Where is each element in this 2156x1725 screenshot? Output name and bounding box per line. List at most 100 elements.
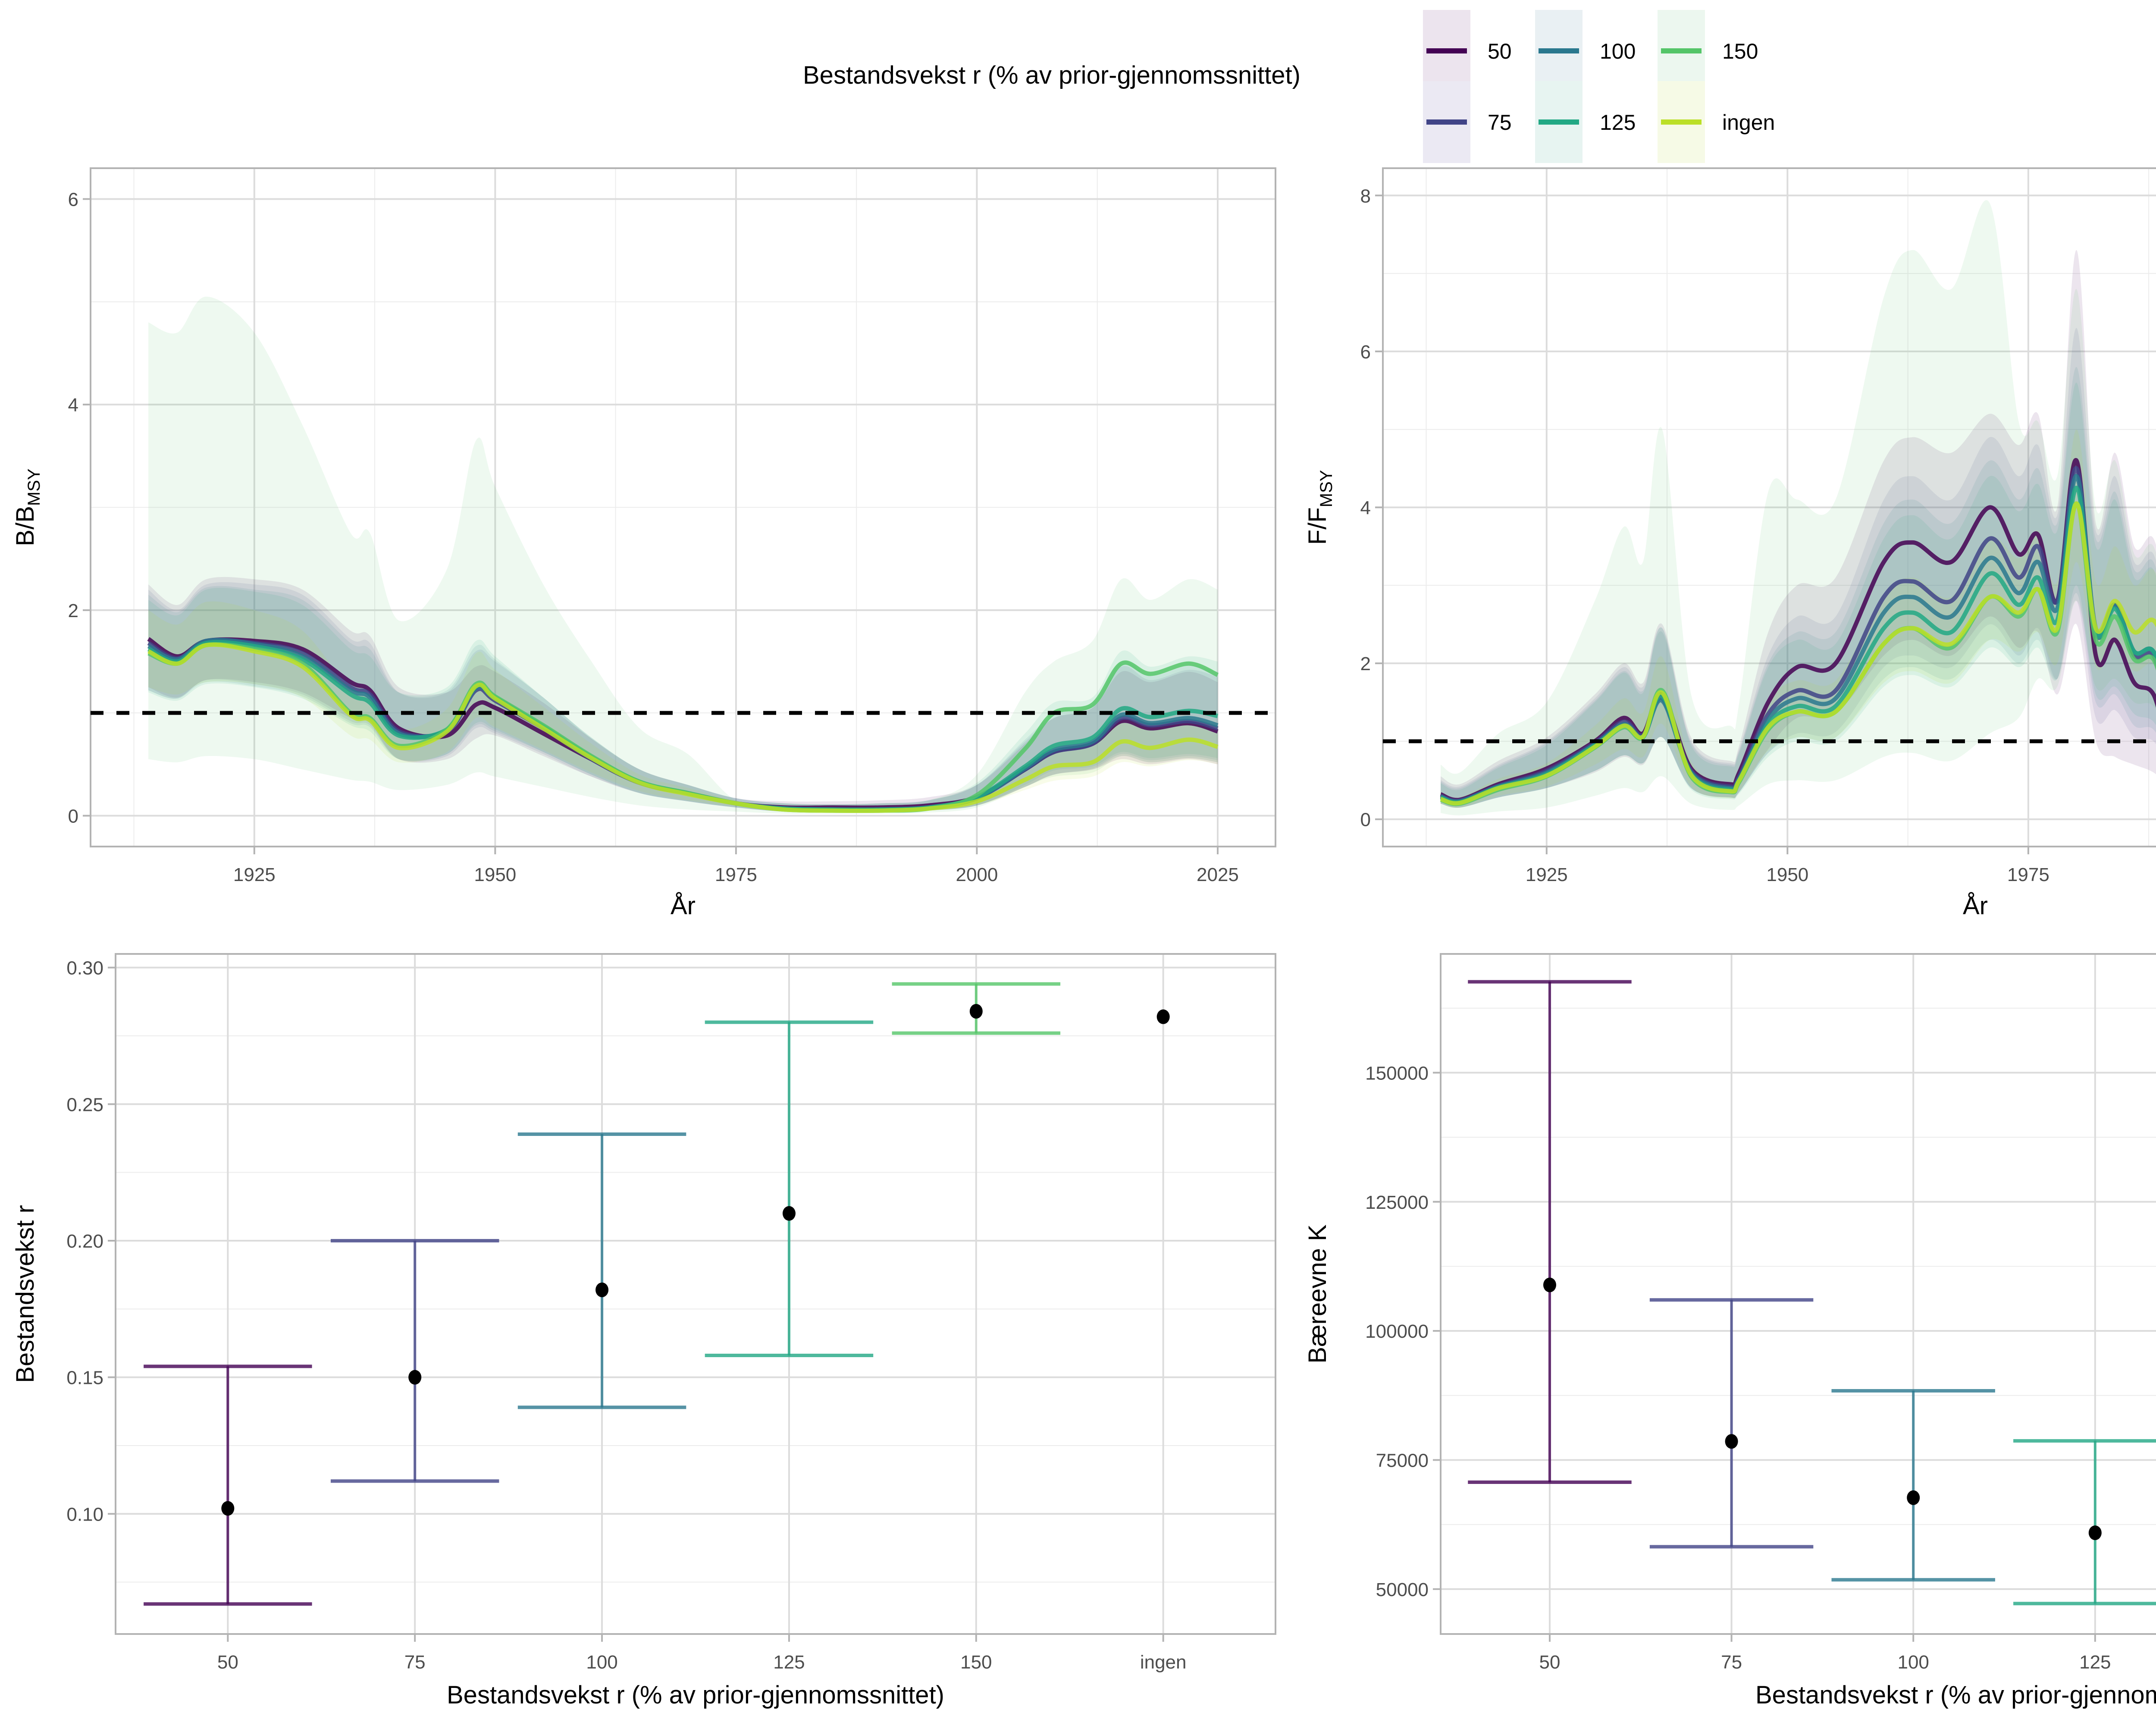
y-tick-label: 0.10 [66,1504,103,1525]
y-tick-label: 6 [1360,342,1371,363]
y-tick-label: 0 [1360,809,1371,831]
x-tick-label: 150 [960,1652,992,1673]
legend-title: Bestandsvekst r (% av prior-gjennomssnit… [803,61,1300,89]
legend-label: 100 [1600,39,1636,63]
legend: Bestandsvekst r (% av prior-gjennomssnit… [803,10,1775,163]
y-tick-label: 125000 [1365,1192,1429,1213]
series-line-ingen [1440,501,2156,806]
point-estimate [1156,1009,1170,1024]
y-tick-label: 4 [68,395,78,416]
ribbon-50 [1441,250,2156,808]
ribbon-75 [1441,328,2156,808]
x-tick-label: 50 [217,1652,238,1673]
errorbar-125 [2013,1439,2156,1606]
legend-label: 50 [1488,39,1512,63]
y-tick-label: 2 [1360,653,1371,674]
x-tick-label: 125 [2079,1652,2111,1673]
x-axis-title: År [671,892,696,920]
ribbon-150 [148,296,1218,814]
x-tick-label: 1925 [233,864,276,885]
panel-border [115,953,1276,1635]
y-tick-label: 8 [1360,185,1371,207]
ribbon-150 [1441,200,2156,815]
y-axis-title-main: F/F [1304,507,1332,545]
point-estimate [1725,1434,1738,1449]
y-tick-label: 0 [68,806,78,827]
y-axis-title: B/BMSY [11,468,44,546]
legend-label: 75 [1488,110,1512,135]
x-axis-title: Bestandsvekst r (% av prior-gjennomssnit… [447,1681,944,1709]
ribbon-ingen [148,601,1218,813]
errorbar-75 [330,1239,499,1483]
y-tick-label: 75000 [1376,1450,1429,1471]
legend-item-ingen: ingen [1658,81,1775,163]
panel-border [90,167,1276,847]
x-tick-label: 75 [1721,1652,1742,1673]
x-tick-label: 1975 [2007,864,2049,885]
panel-border [1440,953,2156,1635]
y-tick-label: 0.25 [66,1094,103,1115]
point-estimate [782,1206,796,1221]
errorbar-100 [517,1132,686,1409]
series-lines [1440,458,2156,806]
legend-label: ingen [1722,110,1775,135]
ribbon-100 [148,586,1218,813]
errorbar-ingen [1156,1009,1170,1024]
panel-k-estimates: 5000075000100000125000150000507510012515… [1304,953,2156,1709]
legend-label: 125 [1600,110,1636,135]
panel-r-estimates: 0.10 0.15 0.20 0.25 0.30 50 75 100 125 150 ingen Be… [11,953,1276,1709]
errorbar-100 [1831,1389,1995,1582]
point-estimate [221,1501,235,1516]
y-axis-title-subscript: MSY [25,468,44,506]
ribbon-ingen [1441,429,2156,808]
y-tick-label: 100000 [1365,1321,1429,1342]
series-lines [147,637,1219,813]
x-tick-label: 1925 [1526,864,1568,885]
x-tick-label: 2025 [1197,864,1239,885]
ribbons [1441,200,2156,815]
y-axis-title-main: B/B [11,506,39,546]
y-axis-title: F/FMSY [1304,470,1336,545]
y-axis-title: Bestandsvekst r [11,1205,39,1383]
errorbar-50 [144,1364,312,1606]
ribbon-125 [148,588,1218,813]
legend-item-50: 50 [1423,10,1512,92]
errorbar-125 [705,1020,874,1357]
legend-item-150: 150 [1658,10,1758,92]
y-tick-label: 0.30 [66,958,103,979]
ribbon-125 [1441,383,2156,808]
errorbar-150 [892,982,1061,1035]
x-tick-label: 1950 [474,864,516,885]
panel-b-bmsy: 0 2 4 6 1925 1950 1975 2000 2025 År B/BMSY [11,167,1276,920]
y-tick-label: 2 [68,600,78,621]
x-tick-label: 1975 [715,864,757,885]
x-tick-label: 100 [1897,1652,1929,1673]
y-tick-label: 150000 [1365,1063,1429,1084]
x-tick-label: 2000 [956,864,998,885]
x-tick-label: 1950 [1766,864,1808,885]
y-tick-label: 0.20 [66,1231,103,1252]
ribbons [148,296,1218,814]
x-tick-label: ingen [1140,1652,1187,1673]
legend-item-125: 125 [1535,81,1636,163]
point-estimate [969,1004,983,1019]
point-estimate [1907,1490,1920,1505]
x-tick-label: 100 [586,1652,617,1673]
series-line-ingen [147,642,1219,813]
point-estimate [408,1370,422,1385]
ribbon-100 [1441,367,2156,808]
ribbon-75 [148,582,1218,813]
y-axis-title: Bæreevne K [1304,1224,1332,1364]
legend-label: 150 [1722,39,1758,63]
errorbar-75 [1649,1298,1814,1549]
y-tick-label: 50000 [1376,1579,1429,1600]
legend-item-100: 100 [1535,10,1636,92]
x-tick-label: 50 [1539,1652,1560,1673]
point-estimate [2088,1525,2102,1540]
errorbar-50 [1468,980,1632,1484]
y-axis-title-subscript: MSY [1317,470,1336,508]
panel-f-fmsy: 0246819251950197520002025ÅrF/FMSY [1304,167,2156,920]
x-axis-title: År [1963,892,1988,920]
